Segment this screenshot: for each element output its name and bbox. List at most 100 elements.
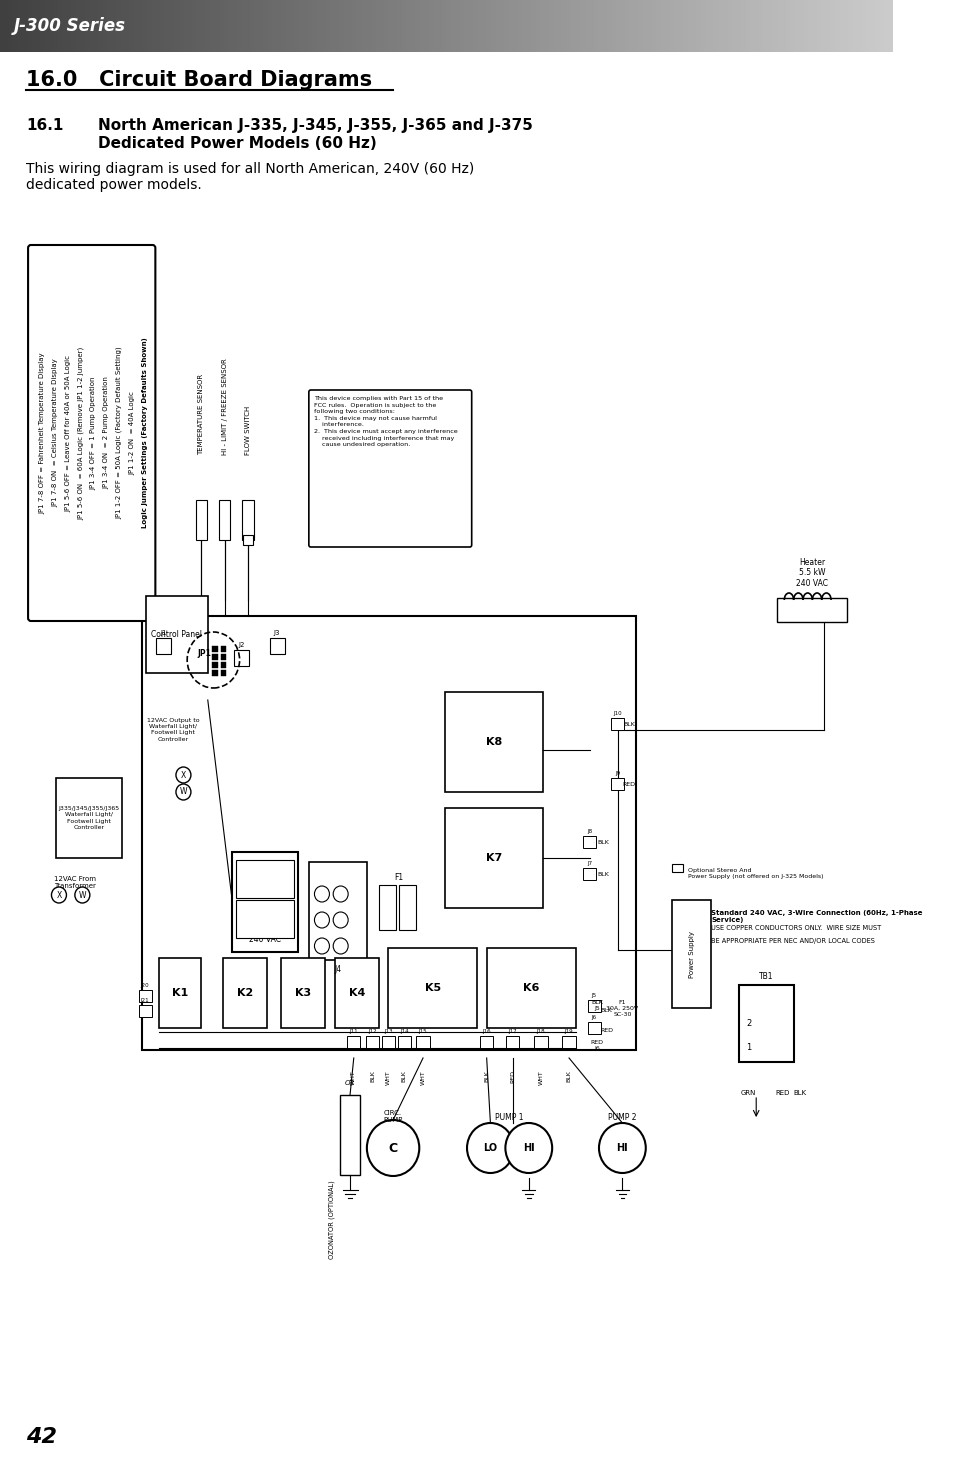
Text: WHT: WHT: [386, 1069, 391, 1084]
Bar: [879, 0, 884, 52]
Circle shape: [314, 938, 329, 954]
Bar: [816, 0, 821, 52]
Bar: [221, 670, 226, 676]
Text: TRANSFORMER
240 VAC: TRANSFORMER 240 VAC: [235, 923, 294, 944]
Text: BLK: BLK: [370, 1069, 375, 1081]
Bar: [353, 0, 357, 52]
Bar: [250, 0, 255, 52]
Bar: [290, 0, 295, 52]
Bar: [335, 957, 378, 1028]
Bar: [842, 0, 848, 52]
Bar: [874, 0, 880, 52]
Bar: [718, 0, 723, 52]
Bar: [80, 0, 86, 52]
Text: North American J-335, J-345, J-355, J-365 and J-375: North American J-335, J-345, J-355, J-36…: [98, 118, 533, 133]
Bar: [272, 0, 277, 52]
Bar: [576, 0, 580, 52]
Bar: [308, 0, 314, 52]
Bar: [781, 0, 786, 52]
Bar: [63, 0, 68, 52]
Bar: [731, 0, 737, 52]
Text: K5: K5: [424, 982, 440, 993]
Text: BLK
J5: BLK J5: [591, 1000, 602, 1010]
Bar: [159, 957, 201, 1028]
Text: JP1 3-4 OFF = 1 Pump Operation: JP1 3-4 OFF = 1 Pump Operation: [91, 376, 96, 490]
Bar: [767, 0, 773, 52]
Bar: [544, 0, 550, 52]
Text: Control Panel: Control Panel: [152, 630, 202, 639]
Text: LO: LO: [483, 1143, 497, 1153]
Text: USE COPPER CONDUCTORS ONLY.  WIRE SIZE MUST: USE COPPER CONDUCTORS ONLY. WIRE SIZE MU…: [711, 925, 881, 931]
Bar: [584, 0, 590, 52]
Bar: [388, 948, 476, 1028]
Text: GRN: GRN: [740, 1090, 756, 1096]
Text: J10: J10: [613, 711, 621, 715]
Bar: [165, 0, 171, 52]
Circle shape: [175, 767, 191, 783]
Bar: [219, 500, 230, 540]
Bar: [687, 0, 692, 52]
Bar: [739, 985, 793, 1062]
Bar: [638, 0, 643, 52]
Bar: [444, 692, 542, 792]
Bar: [316, 0, 322, 52]
Bar: [539, 0, 545, 52]
Bar: [549, 0, 554, 52]
Bar: [633, 0, 639, 52]
Bar: [682, 0, 688, 52]
Bar: [232, 853, 297, 951]
Circle shape: [314, 912, 329, 928]
Bar: [235, 900, 294, 938]
Bar: [704, 0, 710, 52]
Bar: [160, 0, 166, 52]
Bar: [428, 0, 434, 52]
Bar: [491, 0, 496, 52]
Text: 2: 2: [745, 1019, 751, 1028]
Bar: [852, 0, 857, 52]
Bar: [125, 0, 131, 52]
Bar: [18, 0, 23, 52]
Bar: [558, 0, 563, 52]
Circle shape: [505, 1122, 552, 1173]
FancyBboxPatch shape: [309, 389, 471, 547]
Text: Dedicated Power Models (60 Hz): Dedicated Power Models (60 Hz): [98, 136, 376, 150]
Bar: [579, 0, 585, 52]
Bar: [499, 0, 505, 52]
Text: J16: J16: [482, 1030, 491, 1034]
Text: Logic Jumper Settings (Factory Defaults Shown): Logic Jumper Settings (Factory Defaults …: [142, 338, 148, 528]
Bar: [531, 0, 537, 52]
Bar: [602, 0, 607, 52]
Text: 16.0   Circuit Board Diagrams: 16.0 Circuit Board Diagrams: [26, 69, 372, 90]
Text: F1
30A, 250V
SC-30: F1 30A, 250V SC-30: [606, 1000, 638, 1016]
Bar: [258, 0, 264, 52]
Bar: [416, 1035, 429, 1049]
Text: RED: RED: [621, 783, 635, 788]
Text: J17: J17: [508, 1030, 517, 1034]
Bar: [495, 0, 500, 52]
Bar: [517, 0, 522, 52]
Bar: [397, 1035, 411, 1049]
Bar: [446, 0, 452, 52]
Text: J18: J18: [537, 1030, 545, 1034]
Text: JP1 1-2 ON  = 40A Logic: JP1 1-2 ON = 40A Logic: [129, 391, 135, 475]
Bar: [152, 0, 157, 52]
Bar: [656, 0, 661, 52]
Text: K3: K3: [294, 988, 311, 999]
Bar: [347, 1035, 360, 1049]
Circle shape: [314, 886, 329, 903]
Bar: [727, 0, 732, 52]
Bar: [883, 0, 888, 52]
Text: J21: J21: [141, 999, 150, 1003]
Bar: [9, 0, 14, 52]
Bar: [776, 0, 781, 52]
Bar: [669, 0, 675, 52]
Bar: [147, 0, 152, 52]
Bar: [35, 0, 41, 52]
Text: TEMPERATURE SENSOR: TEMPERATURE SENSOR: [198, 373, 204, 454]
Bar: [222, 957, 267, 1028]
Bar: [481, 0, 487, 52]
Bar: [335, 0, 340, 52]
Text: K1: K1: [172, 988, 188, 999]
Circle shape: [175, 785, 191, 799]
Bar: [285, 0, 291, 52]
